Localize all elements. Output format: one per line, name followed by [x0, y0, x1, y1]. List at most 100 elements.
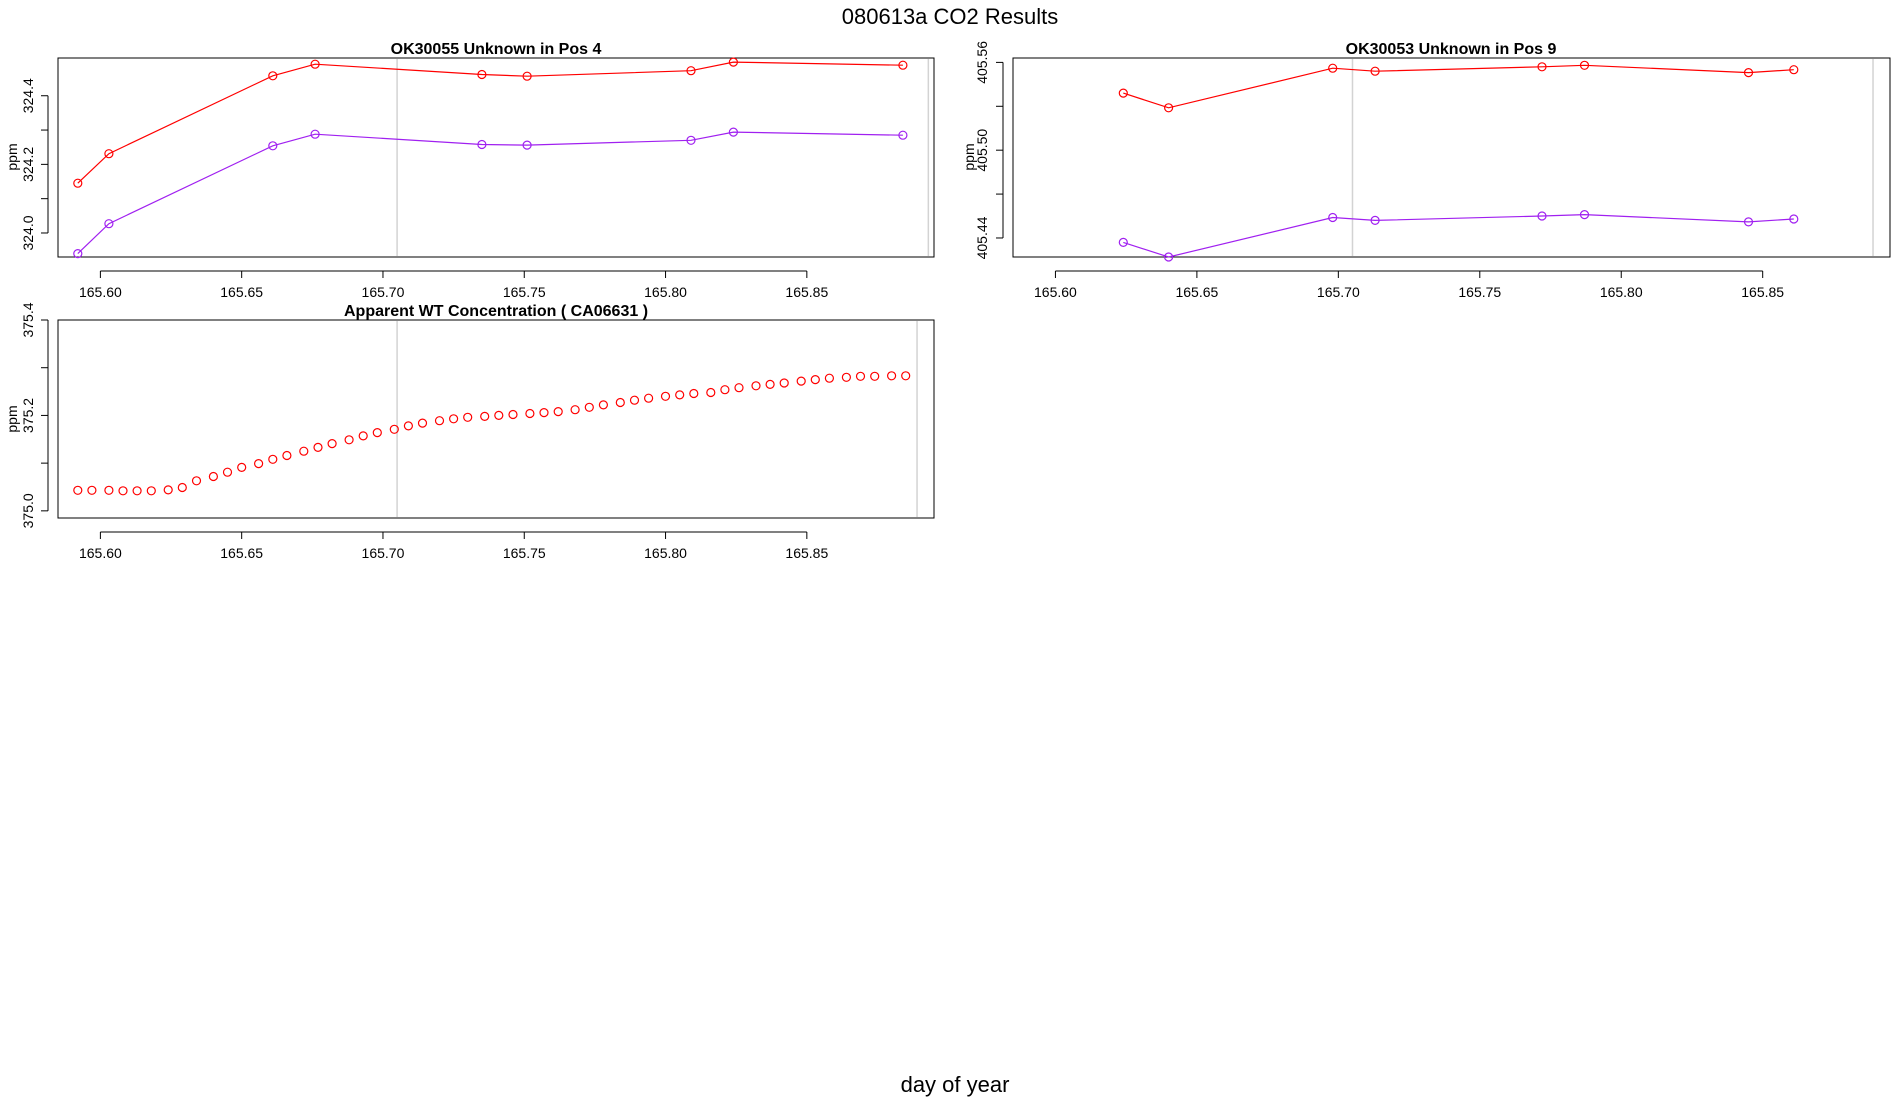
- data-point: [525, 408, 535, 419]
- y-tick-label: 405.56: [974, 41, 990, 84]
- data-point: [779, 378, 789, 388]
- data-point: [327, 439, 337, 449]
- data-point: [870, 371, 880, 381]
- data-point: [1537, 62, 1547, 72]
- data-point: [1370, 215, 1380, 225]
- data-point: [886, 371, 897, 381]
- x-tick-label: 165.75: [503, 284, 546, 300]
- data-point: [1328, 212, 1338, 223]
- data-point: [675, 390, 685, 400]
- data-point: [477, 69, 487, 80]
- data-point: [720, 385, 730, 395]
- data-point: [310, 59, 320, 69]
- data-point: [299, 446, 309, 456]
- data-point: [553, 407, 563, 417]
- series-line: [1123, 213, 1794, 258]
- y-tick-label: 324.4: [20, 78, 36, 113]
- data-point: [1163, 252, 1174, 262]
- x-tick-label: 165.65: [220, 284, 263, 300]
- data-point: [841, 372, 852, 382]
- data-point: [898, 60, 908, 70]
- data-point: [344, 435, 354, 445]
- data-point: [598, 400, 609, 410]
- data-point: [643, 393, 654, 403]
- data-point: [132, 486, 142, 496]
- x-tick-label: 165.80: [644, 545, 687, 561]
- y-tick-label: 375.4: [20, 302, 36, 337]
- x-tick-label: 165.85: [785, 284, 828, 300]
- data-point: [1328, 63, 1338, 73]
- data-point: [796, 376, 806, 386]
- data-point: [1789, 214, 1799, 224]
- x-tick-label: 165.80: [1600, 284, 1643, 300]
- data-point: [463, 412, 473, 422]
- x-tick-label: 165.85: [1741, 284, 1784, 300]
- x-tick-label: 165.60: [79, 284, 122, 300]
- data-point: [898, 130, 908, 140]
- y-tick-label: 375.2: [20, 398, 36, 433]
- data-point: [268, 141, 278, 151]
- data-point: [1370, 66, 1380, 76]
- data-point: [222, 467, 233, 477]
- data-point: [104, 219, 114, 229]
- series-purple: [73, 127, 908, 259]
- data-point: [855, 371, 866, 381]
- data-point: [87, 485, 97, 495]
- data-point: [901, 371, 911, 381]
- data-point: [522, 140, 532, 150]
- x-axis: 165.60 165.65 165.70 165.75 165.80 165.85: [79, 270, 828, 300]
- y-tick-label: 324.0: [20, 215, 36, 250]
- data-point: [1579, 210, 1590, 220]
- plot-area: 165.60 165.65 165.70 165.75 165.80 165.85 405.…: [974, 41, 1874, 300]
- x-tick-label: 165.60: [1034, 284, 1077, 300]
- data-point: [268, 454, 278, 464]
- series-red: [1118, 60, 1799, 113]
- x-tick-label: 165.65: [1175, 284, 1218, 300]
- x-axis: 165.60 165.65 165.70 165.75 165.80 165.85: [1034, 270, 1784, 300]
- data-point: [706, 387, 716, 398]
- x-tick-label: 165.65: [220, 545, 263, 561]
- panel-pos9: OK30053 Unknown in Pos 9 ppm 165.60 165.6…: [961, 41, 1891, 300]
- series-red: [73, 371, 911, 496]
- data-point: [728, 127, 739, 137]
- y-axis-label: ppm: [4, 143, 20, 170]
- x-tick-label: 165.70: [362, 284, 405, 300]
- y-axis-label: ppm: [4, 405, 20, 432]
- data-point: [73, 485, 83, 495]
- panel-pos4: OK30055 Unknown in Pos 4 ppm 165.60 165.6…: [4, 41, 935, 300]
- data-point: [480, 411, 490, 421]
- data-point: [310, 129, 320, 139]
- data-point: [1743, 67, 1754, 78]
- data-point: [629, 395, 640, 405]
- data-point: [584, 402, 594, 412]
- data-point: [660, 391, 671, 401]
- y-axis: 324.0 324.2 324.4: [20, 78, 49, 251]
- data-point: [1163, 103, 1174, 113]
- x-tick-label: 165.70: [1317, 284, 1360, 300]
- data-point: [1537, 211, 1547, 221]
- x-tick-label: 165.70: [362, 545, 405, 561]
- data-point: [689, 388, 699, 399]
- data-point: [268, 71, 278, 81]
- data-point: [1789, 65, 1799, 75]
- data-point: [73, 178, 83, 188]
- data-point: [104, 485, 114, 495]
- data-point: [237, 462, 247, 472]
- data-point: [254, 459, 264, 469]
- data-point: [389, 424, 399, 434]
- plot-frame: [57, 57, 935, 258]
- data-point: [118, 486, 128, 496]
- data-point: [191, 476, 202, 486]
- data-point: [372, 428, 382, 438]
- plot-frame: [1012, 57, 1891, 258]
- data-point: [686, 66, 696, 76]
- series-purple: [1118, 210, 1799, 262]
- data-point: [824, 373, 835, 383]
- data-point: [728, 57, 739, 67]
- data-point: [1118, 88, 1128, 98]
- data-point: [282, 450, 292, 461]
- data-point: [163, 485, 173, 495]
- data-point: [208, 471, 218, 482]
- data-point: [177, 482, 187, 493]
